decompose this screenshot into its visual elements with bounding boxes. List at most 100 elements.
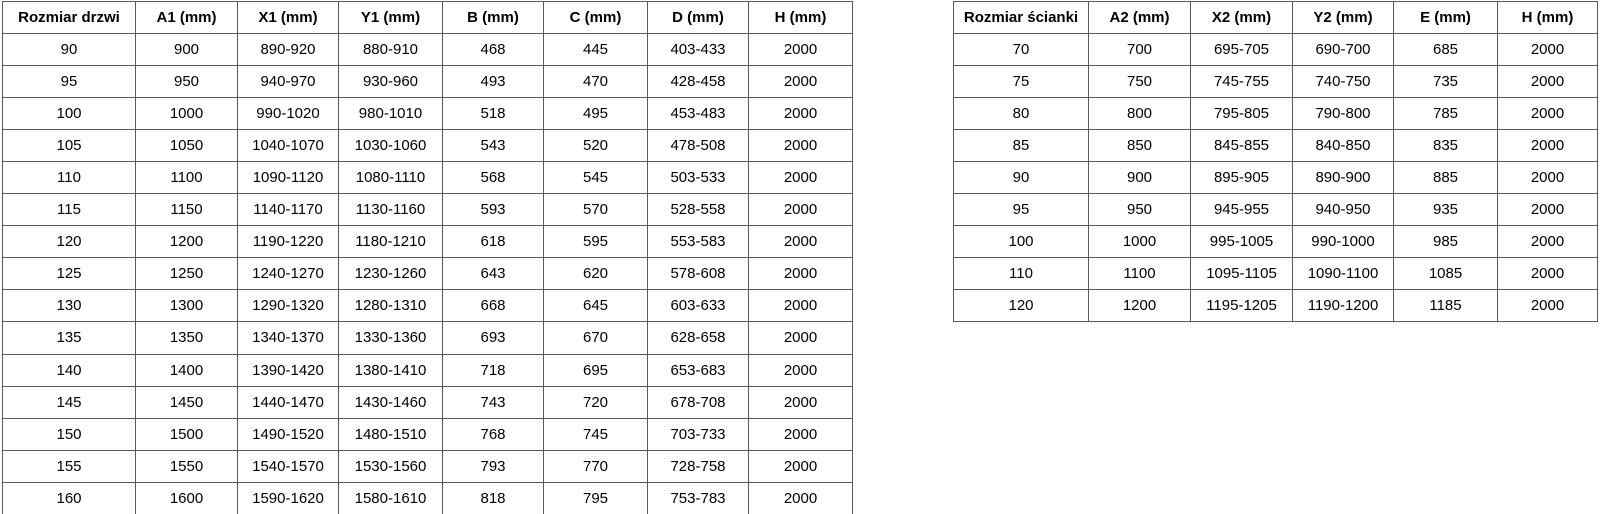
- wall-panel-size-table: Rozmiar ścianki A2 (mm) X2 (mm) Y2 (mm) E (m…: [953, 0, 1598, 323]
- table-cell: 1040-1070: [237, 129, 339, 163]
- table-cell: 840-850: [1292, 129, 1394, 163]
- table-cell: 503-533: [647, 161, 749, 195]
- table-cell: 568: [442, 161, 544, 195]
- table-cell: 520: [543, 129, 648, 163]
- table-cell: 1000: [135, 97, 238, 131]
- table-cell: 493: [442, 65, 544, 99]
- table-cell: 1140-1170: [237, 193, 339, 227]
- table-cell: 885: [1393, 161, 1498, 195]
- table-cell: 1095-1105: [1190, 257, 1293, 291]
- table-cell: 2000: [1497, 225, 1598, 259]
- table-cell: 1230-1260: [338, 257, 443, 291]
- column-header: H (mm): [748, 0, 853, 35]
- table-row: 135 1350 1340-1370 1330-1360 693 670 628-658 20…: [2, 321, 853, 355]
- table-cell: 1090-1100: [1292, 257, 1394, 291]
- table-cell: 2000: [748, 449, 853, 483]
- table-cell: 603-633: [647, 289, 749, 323]
- table-row: 110 1100 1090-1120 1080-1110 568 545 503-533 20…: [2, 161, 853, 195]
- table-cell: 1580-1610: [338, 481, 443, 514]
- column-header: C (mm): [543, 0, 648, 35]
- table-cell: 1190-1200: [1292, 289, 1394, 323]
- table-cell: 1400: [135, 353, 238, 387]
- table-cell: 145: [2, 385, 136, 419]
- table-cell: 593: [442, 193, 544, 227]
- table-cell: 2000: [748, 33, 853, 67]
- table-cell: 685: [1393, 33, 1498, 67]
- table-cell: 100: [2, 97, 136, 131]
- table-cell: 690-700: [1292, 33, 1394, 67]
- column-header: A2 (mm): [1088, 0, 1191, 35]
- table-cell: 728-758: [647, 449, 749, 483]
- table-cell: 2000: [748, 289, 853, 323]
- table-cell: 1330-1360: [338, 321, 443, 355]
- table-cell: 785: [1393, 97, 1498, 131]
- table-cell: 1000: [1088, 225, 1191, 259]
- table-cell: 1200: [1088, 289, 1191, 323]
- table-cell: 1450: [135, 385, 238, 419]
- table-cell: 90: [2, 33, 136, 67]
- table-cell: 668: [442, 289, 544, 323]
- table-cell: 2000: [748, 321, 853, 355]
- table-cell: 1090-1120: [237, 161, 339, 195]
- table-cell: 1200: [135, 225, 238, 259]
- column-header: E (mm): [1393, 0, 1498, 35]
- table-cell: 155: [2, 449, 136, 483]
- table-cell: 900: [135, 33, 238, 67]
- table-row: 145 1450 1440-1470 1430-1460 743 720 678-708 20…: [2, 385, 853, 419]
- table-cell: 795: [543, 481, 648, 514]
- table-cell: 890-920: [237, 33, 339, 67]
- table-cell: 403-433: [647, 33, 749, 67]
- table-cell: 1100: [1088, 257, 1191, 291]
- table-cell: 945-955: [1190, 193, 1293, 227]
- table-cell: 940-970: [237, 65, 339, 99]
- wall-panel-size-table-header: Rozmiar ścianki A2 (mm) X2 (mm) Y2 (mm) E (m…: [953, 0, 1598, 35]
- table-cell: 643: [442, 257, 544, 291]
- table-cell: 1340-1370: [237, 321, 339, 355]
- table-cell: 1250: [135, 257, 238, 291]
- table-row: 120 1200 1195-1205 1190-1200 1185 2000: [953, 289, 1598, 323]
- table-cell: 545: [543, 161, 648, 195]
- table-cell: 518: [442, 97, 544, 131]
- table-cell: 570: [543, 193, 648, 227]
- table-row: 120 1200 1190-1220 1180-1210 618 595 553-583 20…: [2, 225, 853, 259]
- table-cell: 890-900: [1292, 161, 1394, 195]
- table-cell: 2000: [1497, 161, 1598, 195]
- table-cell: 428-458: [647, 65, 749, 99]
- door-size-table-body: 90 900 890-920 880-910 468 445 403-433 2000 95 95…: [2, 33, 853, 514]
- table-cell: 745-755: [1190, 65, 1293, 99]
- table-cell: 1030-1060: [338, 129, 443, 163]
- table-row: 110 1100 1095-1105 1090-1100 1085 2000: [953, 257, 1598, 291]
- table-cell: 818: [442, 481, 544, 514]
- table-cell: 850: [1088, 129, 1191, 163]
- table-cell: 693: [442, 321, 544, 355]
- table-cell: 1500: [135, 417, 238, 451]
- table-cell: 1530-1560: [338, 449, 443, 483]
- table-cell: 2000: [748, 193, 853, 227]
- table-cell: 120: [2, 225, 136, 259]
- table-cell: 900: [1088, 161, 1191, 195]
- table-cell: 105: [2, 129, 136, 163]
- table-cell: 1550: [135, 449, 238, 483]
- table-row: 125 1250 1240-1270 1230-1260 643 620 578-608 20…: [2, 257, 853, 291]
- table-cell: 935: [1393, 193, 1498, 227]
- table-cell: 95: [953, 193, 1089, 227]
- table-cell: 1150: [135, 193, 238, 227]
- table-cell: 753-783: [647, 481, 749, 514]
- table-cell: 90: [953, 161, 1089, 195]
- table-cell: 2000: [1497, 257, 1598, 291]
- table-cell: 1195-1205: [1190, 289, 1293, 323]
- table-cell: 800: [1088, 97, 1191, 131]
- table-cell: 595: [543, 225, 648, 259]
- table-row: 95 950 945-955 940-950 935 2000: [953, 193, 1598, 227]
- column-header: Y1 (mm): [338, 0, 443, 35]
- table-cell: 740-750: [1292, 65, 1394, 99]
- wall-panel-size-table-body: 70 700 695-705 690-700 685 2000 75 750 745-755 74…: [953, 33, 1598, 323]
- table-cell: 2000: [748, 129, 853, 163]
- table-cell: 130: [2, 289, 136, 323]
- table-cell: 628-658: [647, 321, 749, 355]
- table-row: 100 1000 990-1020 980-1010 518 495 453-483 2000: [2, 97, 853, 131]
- table-cell: 1085: [1393, 257, 1498, 291]
- table-cell: 743: [442, 385, 544, 419]
- table-row: 155 1550 1540-1570 1530-1560 793 770 728-758 20…: [2, 449, 853, 483]
